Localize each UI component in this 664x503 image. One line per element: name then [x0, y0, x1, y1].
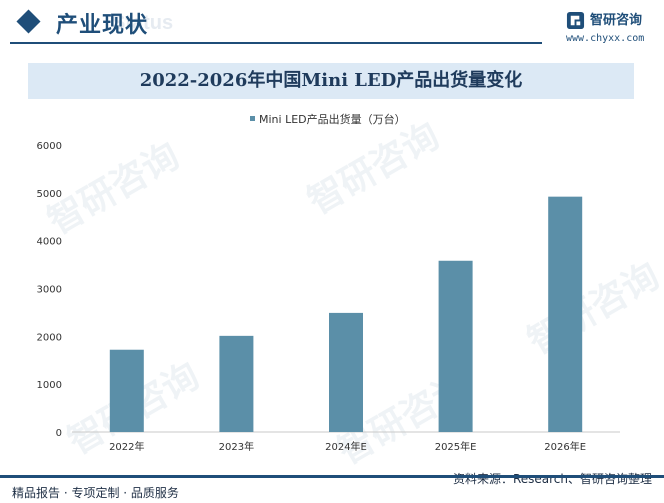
bar — [329, 312, 363, 432]
x-tick-label: 2026年E — [544, 440, 586, 453]
header-background-text: Status — [112, 12, 174, 34]
y-tick-label: 4000 — [37, 237, 62, 248]
page-title: 产业现状 — [56, 13, 149, 38]
x-tick-label: 2024年E — [325, 440, 367, 453]
header-divider — [10, 42, 542, 44]
footer-divider — [0, 475, 664, 478]
footer-slogan: 精品报告 · 专项定制 · 品质服务 — [12, 486, 179, 500]
brand-logo-icon — [566, 11, 585, 30]
brand-url[interactable]: www.chyxx.com — [566, 33, 645, 44]
chart-title-bar: 2022-2026年中国Mini LED产品出货量变化 — [28, 63, 634, 99]
legend-label: Mini LED产品出货量（万台） — [259, 112, 406, 126]
chart-title: 2022-2026年中国Mini LED产品出货量变化 — [139, 70, 523, 91]
y-tick-label: 6000 — [37, 141, 62, 152]
y-tick-label: 3000 — [37, 285, 62, 296]
x-tick-label: 2022年 — [109, 440, 144, 453]
diamond-icon — [16, 9, 41, 34]
data-source: 资料来源：Research、智研咨询整理 — [452, 472, 652, 486]
y-tick-label: 2000 — [37, 332, 62, 343]
y-tick-label: 1000 — [37, 380, 62, 391]
bar — [548, 196, 583, 432]
bar — [219, 335, 254, 432]
bar-chart: Mini LED产品出货量（万台） 0 1000 2000 3000 4000 5000 60… — [37, 112, 620, 453]
bar — [438, 260, 473, 432]
y-tick-label: 5000 — [37, 189, 62, 200]
brand-name: 智研咨询 — [590, 13, 643, 28]
bar — [109, 349, 144, 432]
x-tick-label: 2025年E — [435, 440, 477, 453]
legend-swatch — [250, 116, 255, 121]
x-tick-label: 2023年 — [219, 440, 254, 453]
y-tick-label: 0 — [56, 428, 62, 439]
page-header: Status 产业现状 智研咨询 www.chyxx.com — [0, 0, 664, 46]
